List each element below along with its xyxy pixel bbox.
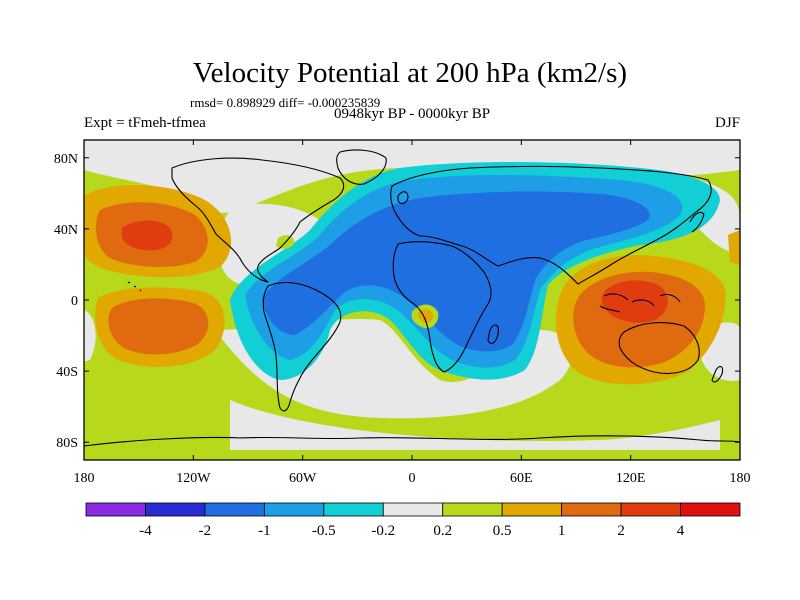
y-tick-label: 40S	[56, 365, 78, 380]
colorbar-level-label: -4	[139, 523, 152, 539]
region-indo-pacific-2	[601, 280, 668, 323]
coast-hawaii-islands	[127, 281, 142, 292]
colorbar-labels: -4 -2 -1 -0.5 -0.2 0.2 0.5 1 2 4	[139, 523, 685, 539]
coast-greenland	[336, 149, 387, 185]
coast-uk	[397, 191, 409, 205]
x-tick-label: 120E	[616, 471, 646, 486]
colorbar-level-label: 2	[617, 523, 625, 539]
coast-japan	[689, 211, 705, 233]
x-tick-label: 60W	[289, 471, 317, 486]
colorbar-swatch	[442, 502, 503, 517]
x-tick-label: 120W	[176, 471, 211, 486]
stats-text: rmsd= 0.898929 diff= -0.000235839	[190, 95, 380, 110]
colorbar-level-label: -0.2	[371, 523, 395, 539]
coast-new-zealand	[711, 365, 724, 383]
x-tick-label: 60E	[510, 471, 533, 486]
y-tick-label: 80N	[54, 152, 78, 167]
coast-indonesia	[599, 293, 681, 313]
colorbar-swatch	[561, 502, 622, 517]
colorbar-level-label: 0.2	[433, 523, 452, 539]
x-axis: 180 120W 60W 0 60E 120E 180	[74, 140, 751, 486]
coast-australia	[618, 322, 700, 375]
colorbar-level-label: -2	[199, 523, 212, 539]
x-tick-label: 180	[730, 471, 751, 486]
colorbar-swatch	[680, 502, 741, 517]
colorbar-swatch	[145, 502, 206, 517]
colorbar-swatch	[204, 502, 265, 517]
region-near-zero-west-edge	[84, 310, 96, 362]
colorbar-swatch	[382, 502, 444, 517]
colorbar-level-label: -1	[258, 523, 271, 539]
y-axis: 80N 40N 0 40S 80S	[54, 152, 740, 451]
coast-north-america	[171, 157, 345, 283]
coast-south-america	[262, 281, 342, 412]
region-east-edge-positive	[728, 230, 740, 265]
colorbar-level-label: -0.5	[312, 523, 336, 539]
y-tick-label: 0	[71, 294, 78, 309]
experiment-label: Expt = tFmeh-tfmea	[84, 115, 206, 131]
x-tick-label: 0	[409, 471, 416, 486]
season-label: DJF	[715, 115, 740, 131]
coast-antarctica	[84, 435, 740, 447]
region-south-pacific-1	[108, 298, 209, 355]
colorbar	[85, 502, 741, 517]
x-tick-label: 180	[74, 471, 95, 486]
region-negative-1	[262, 191, 650, 352]
y-tick-label: 80S	[56, 436, 78, 451]
colorbar-level-label: 1	[558, 523, 566, 539]
colorbar-swatch	[620, 502, 681, 517]
coast-africa	[392, 241, 492, 373]
coast-madagascar	[487, 324, 499, 344]
colorbar-swatch	[323, 502, 384, 517]
colorbar-swatch	[263, 502, 325, 517]
chart-title: Velocity Potential at 200 hPa (km2/s)	[193, 57, 627, 89]
coastlines	[84, 149, 740, 447]
y-tick-label: 40N	[54, 223, 78, 238]
period-label: 0948kyr BP - 0000kyr BP	[334, 106, 490, 122]
region-north-pacific-2	[122, 220, 173, 251]
colorbar-swatch	[85, 502, 146, 517]
colorbar-swatch	[501, 502, 563, 517]
colorbar-level-label: 0.5	[493, 523, 512, 539]
region-near-zero-south-band	[230, 400, 720, 450]
colorbar-level-label: 4	[677, 523, 685, 539]
contour-field	[84, 140, 740, 460]
coast-eurasia	[390, 165, 712, 285]
